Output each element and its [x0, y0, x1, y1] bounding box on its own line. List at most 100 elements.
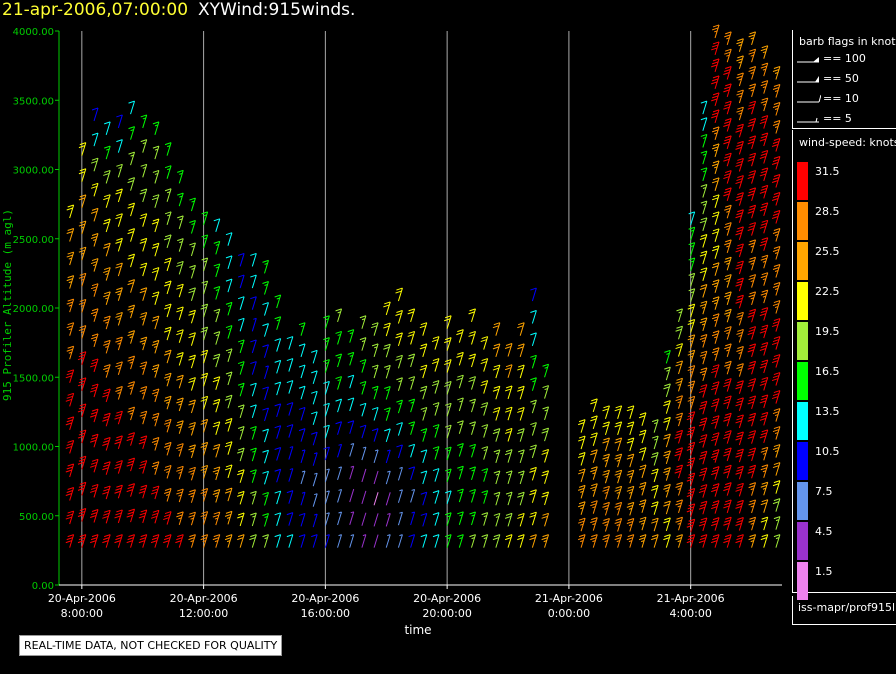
wind-barb — [724, 291, 732, 306]
wind-barb — [116, 139, 123, 153]
wind-barb — [102, 388, 111, 403]
wind-barb — [420, 534, 428, 548]
wind-barb — [759, 359, 769, 374]
wind-barb — [723, 187, 732, 202]
wind-barb — [371, 385, 379, 400]
wind-barb — [735, 260, 744, 275]
barb-legend-pennant: == 50 — [793, 72, 896, 88]
wind-barb — [469, 511, 476, 526]
wind-barb — [65, 534, 75, 548]
wind-barb — [384, 428, 391, 442]
wind-barb — [711, 466, 720, 480]
wind-barb — [224, 464, 233, 479]
wind-barb — [126, 457, 136, 472]
wind-barb — [663, 534, 671, 548]
wind-barb — [311, 390, 318, 405]
wind-barb — [225, 278, 233, 293]
wind-barb — [177, 215, 184, 230]
wind-barb — [407, 330, 416, 345]
wind-barb — [759, 219, 769, 234]
wind-barb — [747, 204, 757, 219]
wind-barb — [651, 517, 659, 532]
wind-barb — [188, 421, 196, 436]
wind-barb — [337, 466, 343, 481]
wind-barb — [224, 510, 233, 525]
wind-barb — [102, 412, 111, 427]
wind-barb — [711, 432, 720, 446]
wind-barb — [126, 534, 136, 548]
wind-barb — [590, 483, 598, 497]
wind-barb — [200, 349, 209, 364]
wind-barb — [699, 334, 708, 348]
wind-barb — [724, 48, 732, 63]
wind-barb — [468, 308, 476, 322]
wind-barb — [602, 437, 610, 452]
wind-barb — [772, 228, 781, 242]
wind-barb — [164, 188, 172, 202]
wind-barb — [140, 114, 148, 129]
wind-barb — [349, 443, 355, 457]
wind-barb — [760, 499, 769, 513]
wind-barb — [590, 517, 598, 531]
wind-barb — [504, 427, 513, 442]
wind-barb — [77, 534, 87, 548]
wind-barb — [748, 534, 757, 548]
wind-barb — [698, 484, 708, 498]
wind-barb — [127, 253, 136, 268]
speed-legend-swatch — [797, 322, 808, 360]
wind-barb — [177, 238, 184, 252]
wind-barb — [103, 242, 111, 257]
wind-barb — [724, 274, 732, 288]
wind-barb — [736, 106, 744, 121]
wind-barb — [700, 100, 708, 115]
wind-barb — [735, 465, 744, 480]
wind-barb — [347, 351, 355, 366]
wind-barb — [66, 228, 75, 242]
wind-barb — [698, 517, 708, 532]
wind-barb — [504, 406, 513, 421]
wind-barb — [312, 452, 318, 466]
wind-barb — [518, 470, 525, 485]
wind-barb — [371, 428, 379, 442]
wind-barb — [674, 429, 683, 444]
wind-barb — [188, 489, 196, 503]
wind-barb — [747, 378, 757, 392]
wind-barb — [104, 121, 111, 136]
wind-barb — [176, 352, 184, 366]
wind-barb — [371, 343, 379, 358]
wind-barb — [675, 325, 683, 340]
wind-barb — [396, 399, 403, 414]
wind-barb — [324, 468, 330, 483]
wind-barb — [77, 481, 87, 496]
wind-barb — [115, 386, 123, 400]
wind-barb — [675, 534, 683, 548]
wind-barb — [103, 267, 111, 281]
wind-barb — [687, 395, 696, 410]
wind-barb — [492, 385, 501, 400]
wind-barb — [312, 513, 318, 528]
x-tick-time: 20:00:00 — [422, 607, 471, 620]
wind-barb — [91, 107, 99, 122]
wind-barb — [724, 239, 732, 254]
wind-barb — [626, 437, 635, 452]
wind-barb — [614, 534, 623, 548]
data-source-box: iss-mapr/prof915l — [792, 596, 896, 625]
wind-barb — [517, 406, 525, 421]
speed-legend-title: wind-speed: knots — [799, 136, 896, 149]
speed-legend-swatch — [797, 442, 808, 480]
wind-barb — [176, 397, 184, 412]
speed-legend-swatch — [797, 362, 808, 400]
wind-barb — [262, 428, 269, 443]
wind-barb — [772, 480, 781, 494]
y-tick-label: 2500.00 — [13, 235, 54, 246]
wind-barb — [335, 353, 343, 368]
wind-barb — [139, 213, 148, 227]
wind-barb — [688, 211, 696, 226]
wind-barb — [77, 508, 87, 522]
wind-barb — [723, 378, 732, 392]
wind-barb — [324, 490, 330, 504]
wind-barb — [711, 449, 720, 463]
wind-barb — [419, 322, 428, 336]
wind-barb — [188, 354, 196, 369]
wind-barb — [212, 443, 221, 458]
